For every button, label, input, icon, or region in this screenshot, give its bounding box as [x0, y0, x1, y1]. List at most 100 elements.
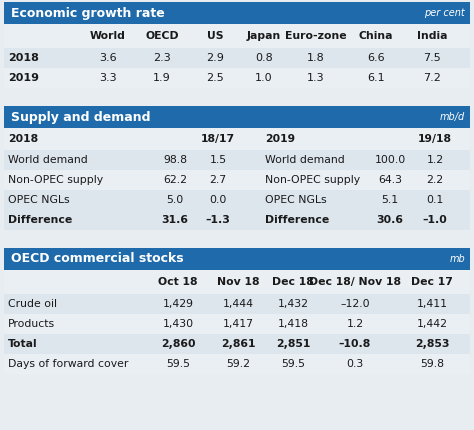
Text: 1.2: 1.2 [427, 155, 444, 165]
Text: 1,429: 1,429 [163, 299, 193, 309]
Text: 2.5: 2.5 [206, 73, 224, 83]
Text: Difference: Difference [265, 215, 329, 225]
Text: 2019: 2019 [8, 73, 39, 83]
Text: 0.8: 0.8 [255, 53, 273, 63]
Bar [4, 128, 470, 230]
Text: Dec 18: Dec 18 [272, 277, 314, 287]
Text: OECD: OECD [145, 31, 179, 41]
Bar [4, 314, 470, 334]
Text: 1,417: 1,417 [222, 319, 254, 329]
Text: 59.5: 59.5 [281, 359, 305, 369]
Text: –10.8: –10.8 [339, 339, 371, 349]
Text: Oct 18: Oct 18 [158, 277, 198, 287]
Bar [4, 354, 470, 374]
Text: 1,430: 1,430 [163, 319, 193, 329]
Text: 31.6: 31.6 [162, 215, 189, 225]
Text: OECD commercial stocks: OECD commercial stocks [11, 252, 183, 265]
Bar [4, 106, 470, 128]
Text: Nov 18: Nov 18 [217, 277, 259, 287]
Text: India: India [417, 31, 447, 41]
Text: 2,861: 2,861 [221, 339, 255, 349]
Text: Non-OPEC supply: Non-OPEC supply [8, 175, 103, 185]
Bar [4, 2, 470, 24]
Text: 2018: 2018 [8, 53, 39, 63]
Text: 64.3: 64.3 [378, 175, 402, 185]
Bar [4, 210, 470, 230]
Text: 2.9: 2.9 [206, 53, 224, 63]
Text: Euro-zone: Euro-zone [285, 31, 347, 41]
Bar [4, 248, 470, 270]
Text: per cent: per cent [424, 8, 465, 18]
Bar [4, 170, 470, 190]
Text: 100.0: 100.0 [374, 155, 406, 165]
Text: World demand: World demand [8, 155, 88, 165]
Text: –12.0: –12.0 [340, 299, 370, 309]
Text: Non-OPEC supply: Non-OPEC supply [265, 175, 360, 185]
Text: Supply and demand: Supply and demand [11, 111, 151, 123]
Text: 6.1: 6.1 [367, 73, 385, 83]
Text: 0.1: 0.1 [427, 195, 444, 205]
Text: US: US [207, 31, 223, 41]
Text: OPEC NGLs: OPEC NGLs [265, 195, 327, 205]
Text: Products: Products [8, 319, 55, 329]
Text: 1,432: 1,432 [277, 299, 309, 309]
Text: Dec 17: Dec 17 [411, 277, 453, 287]
Text: 2019: 2019 [265, 134, 295, 144]
Text: 1.5: 1.5 [210, 155, 227, 165]
Text: 7.5: 7.5 [423, 53, 441, 63]
Text: 0.0: 0.0 [210, 195, 227, 205]
Text: 1.3: 1.3 [307, 73, 325, 83]
Text: 1.9: 1.9 [153, 73, 171, 83]
Text: 2018: 2018 [8, 134, 38, 144]
Text: 5.0: 5.0 [166, 195, 183, 205]
Text: mb/d: mb/d [440, 112, 465, 122]
Text: 1.0: 1.0 [255, 73, 273, 83]
Text: 18/17: 18/17 [201, 134, 235, 144]
Text: 2.7: 2.7 [210, 175, 227, 185]
Text: 2,853: 2,853 [415, 339, 449, 349]
Bar [4, 68, 470, 88]
Text: 19/18: 19/18 [418, 134, 452, 144]
Text: Crude oil: Crude oil [8, 299, 57, 309]
Text: 59.2: 59.2 [226, 359, 250, 369]
Bar [4, 270, 470, 374]
Text: 1,444: 1,444 [222, 299, 254, 309]
Bar [4, 48, 470, 68]
Text: 0.3: 0.3 [346, 359, 364, 369]
Text: 2.2: 2.2 [427, 175, 444, 185]
Text: 98.8: 98.8 [163, 155, 187, 165]
Bar [4, 294, 470, 314]
Text: Days of forward cover: Days of forward cover [8, 359, 128, 369]
Text: 1,442: 1,442 [417, 319, 447, 329]
Text: Dec 18/ Nov 18: Dec 18/ Nov 18 [309, 277, 401, 287]
Text: 2.3: 2.3 [153, 53, 171, 63]
Text: 2,860: 2,860 [161, 339, 195, 349]
Text: Japan: Japan [247, 31, 281, 41]
Bar [4, 24, 470, 88]
Text: 5.1: 5.1 [382, 195, 399, 205]
Bar [4, 190, 470, 210]
Text: 3.6: 3.6 [99, 53, 117, 63]
Text: –1.0: –1.0 [423, 215, 447, 225]
Text: Economic growth rate: Economic growth rate [11, 6, 165, 19]
Text: 1,418: 1,418 [277, 319, 309, 329]
Text: 2,851: 2,851 [276, 339, 310, 349]
Text: OPEC NGLs: OPEC NGLs [8, 195, 70, 205]
Text: Total: Total [8, 339, 37, 349]
Text: mb: mb [449, 254, 465, 264]
Text: 59.5: 59.5 [166, 359, 190, 369]
Text: 1.2: 1.2 [346, 319, 364, 329]
Text: 1,411: 1,411 [417, 299, 447, 309]
Text: 7.2: 7.2 [423, 73, 441, 83]
Text: World: World [90, 31, 126, 41]
Text: 30.6: 30.6 [376, 215, 403, 225]
Text: Difference: Difference [8, 215, 72, 225]
Text: 6.6: 6.6 [367, 53, 385, 63]
Text: 59.8: 59.8 [420, 359, 444, 369]
Text: 62.2: 62.2 [163, 175, 187, 185]
Text: World demand: World demand [265, 155, 345, 165]
Text: 1.8: 1.8 [307, 53, 325, 63]
Text: China: China [359, 31, 393, 41]
Bar [4, 334, 470, 354]
Text: 3.3: 3.3 [99, 73, 117, 83]
